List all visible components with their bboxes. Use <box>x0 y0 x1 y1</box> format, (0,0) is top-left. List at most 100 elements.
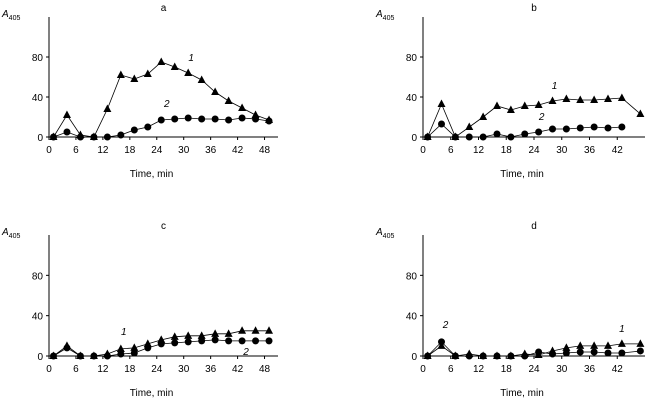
y-axis-label: A405 <box>1 227 20 240</box>
y-tick-label: 40 <box>406 93 418 104</box>
triangle-marker <box>562 94 571 102</box>
circle-marker <box>521 352 529 360</box>
circle-marker <box>144 344 152 352</box>
y-axis-label-sub: 405 <box>383 233 395 240</box>
triangle-marker <box>238 326 247 334</box>
series-line <box>427 341 641 357</box>
circle-marker <box>493 352 501 360</box>
triangle-marker <box>604 341 612 349</box>
circle-marker <box>184 338 192 346</box>
y-axis-label-main: A <box>1 227 9 238</box>
circle-marker <box>576 124 584 132</box>
triangle-marker <box>590 95 599 103</box>
triangle-marker <box>251 326 260 334</box>
triangle-marker <box>617 339 626 347</box>
circle-marker <box>424 352 432 360</box>
triangle-marker <box>62 110 71 118</box>
circle-marker <box>252 115 260 123</box>
circle-marker <box>604 124 612 132</box>
x-tick-label: 48 <box>259 145 271 156</box>
triangle-marker <box>493 101 501 109</box>
y-tick-label: 0 <box>411 133 417 144</box>
circle-marker <box>576 348 584 356</box>
circle-marker <box>465 133 473 141</box>
x-tick-label: 48 <box>259 364 271 375</box>
circle-marker <box>438 120 445 128</box>
circle-marker <box>562 125 570 133</box>
triangle-marker <box>590 341 599 349</box>
x-tick-label: 24 <box>151 145 163 156</box>
circle-marker <box>103 133 111 141</box>
x-tick-label: 30 <box>556 145 568 156</box>
circle-marker <box>171 115 179 123</box>
circle-marker <box>171 339 179 347</box>
circle-marker <box>549 350 556 358</box>
x-tick-label: 12 <box>97 364 109 375</box>
x-tick-label: 6 <box>73 364 79 375</box>
triangle-marker <box>251 110 260 118</box>
circle-marker <box>63 128 71 136</box>
triangle-marker <box>211 329 220 337</box>
series-line <box>427 343 641 357</box>
x-tick-label: 30 <box>178 364 190 375</box>
triangle-marker <box>103 104 112 112</box>
circle-marker <box>117 350 125 358</box>
triangle-marker <box>130 343 139 351</box>
x-tick-label: 18 <box>124 145 136 156</box>
x-axis-label: Time, min <box>500 388 544 399</box>
circle-marker <box>636 347 644 355</box>
circle-marker <box>198 337 206 345</box>
triangle-marker <box>157 335 166 343</box>
circle-marker <box>76 352 84 360</box>
triangle-marker <box>534 100 543 108</box>
x-tick-label: 36 <box>584 364 596 375</box>
x-tick-label: 0 <box>46 364 52 375</box>
x-tick-label: 6 <box>73 145 79 156</box>
circle-marker <box>76 133 84 141</box>
circle-marker <box>63 344 71 352</box>
y-tick-label: 0 <box>411 352 417 363</box>
y-tick-label: 40 <box>406 312 418 323</box>
circle-marker <box>618 349 626 357</box>
series-label: 2 <box>242 347 249 358</box>
y-axis-label-main: A <box>375 227 383 238</box>
triangle-marker <box>116 344 125 352</box>
circle-marker <box>144 123 152 131</box>
triangle-marker <box>604 94 612 102</box>
y-tick-label: 80 <box>406 271 418 282</box>
triangle-marker <box>130 74 139 82</box>
circle-marker <box>225 116 233 124</box>
circle-marker <box>103 352 111 360</box>
triangle-marker <box>143 69 152 77</box>
x-tick-label: 36 <box>205 364 217 375</box>
series-label: 1 <box>188 53 194 64</box>
circle-marker <box>465 352 473 360</box>
x-tick-label: 18 <box>124 364 136 375</box>
circle-marker <box>424 133 432 141</box>
triangle-marker <box>143 339 152 347</box>
circle-marker <box>211 115 219 123</box>
panel-title: d <box>531 221 537 232</box>
triangle-marker <box>116 70 125 78</box>
x-tick-label: 12 <box>473 145 485 156</box>
triangle-marker <box>265 326 274 334</box>
triangle-marker <box>224 329 233 337</box>
circle-marker <box>590 348 598 356</box>
triangle-marker <box>224 96 233 104</box>
circle-marker <box>211 336 219 344</box>
circle-marker <box>130 349 138 357</box>
circle-marker <box>451 133 459 141</box>
circle-marker <box>157 340 165 348</box>
triangle-marker <box>211 87 220 95</box>
circle-marker <box>252 337 260 345</box>
x-tick-label: 30 <box>178 145 190 156</box>
y-axis-label: A405 <box>1 9 20 22</box>
x-axis-label: Time, min <box>130 388 174 399</box>
circle-marker <box>479 352 487 360</box>
x-tick-label: 6 <box>448 145 454 156</box>
y-tick-label: 40 <box>32 93 44 104</box>
panel-title: a <box>161 3 167 14</box>
x-tick-label: 0 <box>420 145 426 156</box>
